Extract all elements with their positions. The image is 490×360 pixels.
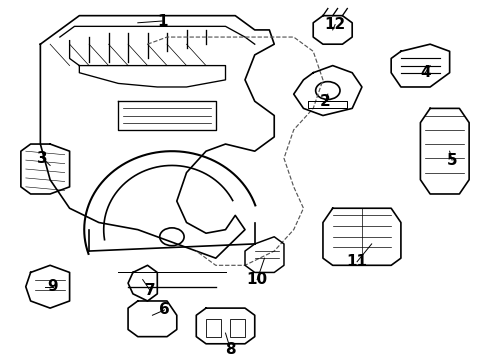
Bar [206,319,220,337]
Text: 1: 1 [157,14,168,28]
Text: 12: 12 [324,17,346,32]
Text: 8: 8 [225,342,236,357]
Text: 9: 9 [47,279,58,294]
Text: 7: 7 [145,283,155,298]
Text: 6: 6 [159,302,170,318]
Text: 3: 3 [38,151,48,166]
Bar [230,319,245,337]
Text: 5: 5 [447,153,457,168]
Text: 10: 10 [246,272,268,287]
Text: 4: 4 [420,65,431,80]
Text: 11: 11 [346,254,368,269]
Text: 2: 2 [320,94,331,109]
